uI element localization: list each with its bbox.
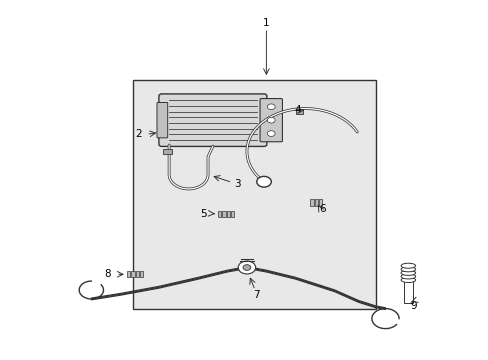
Bar [403,280,412,303]
FancyBboxPatch shape [159,94,266,147]
Bar [140,271,143,277]
Circle shape [243,265,250,270]
Ellipse shape [400,263,415,268]
Circle shape [267,117,275,123]
Ellipse shape [400,270,415,275]
Bar [132,80,375,309]
Text: 8: 8 [104,269,110,279]
Bar [135,271,139,277]
Bar [295,109,302,113]
Bar [314,199,317,206]
Bar [230,211,234,217]
Circle shape [256,176,271,187]
Bar [222,211,225,217]
Text: 4: 4 [294,105,301,115]
Text: 6: 6 [318,203,325,213]
FancyBboxPatch shape [260,99,282,142]
Ellipse shape [400,278,415,283]
Text: 1: 1 [263,18,269,28]
Bar [318,199,322,206]
Bar [309,199,313,206]
Circle shape [267,131,275,136]
Text: 5: 5 [200,208,206,219]
FancyBboxPatch shape [157,103,167,138]
Bar [126,271,130,277]
Text: 3: 3 [233,179,240,189]
Bar [226,211,229,217]
Text: 2: 2 [135,129,142,139]
Text: 7: 7 [253,290,260,300]
Bar [131,271,134,277]
Text: 9: 9 [409,301,416,311]
Ellipse shape [400,274,415,279]
Circle shape [267,104,275,110]
Bar [217,211,221,217]
Ellipse shape [400,267,415,272]
Circle shape [238,261,255,274]
Bar [163,149,171,154]
